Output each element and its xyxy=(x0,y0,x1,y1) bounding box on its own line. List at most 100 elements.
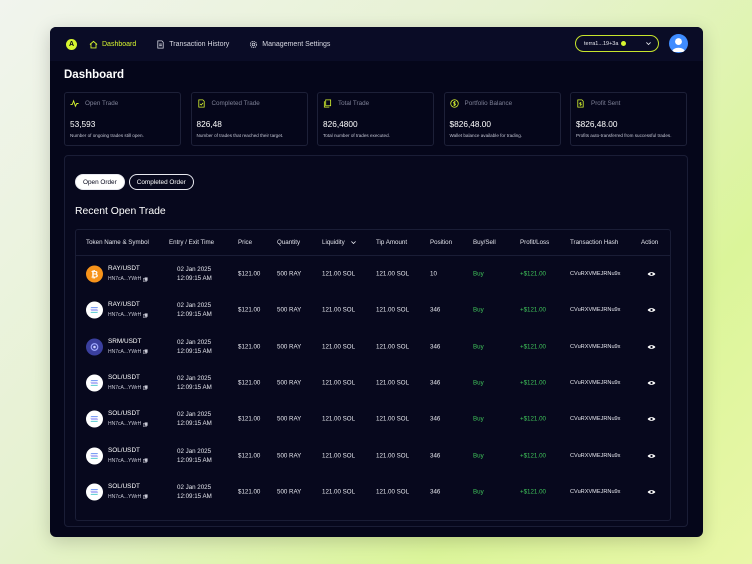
table-header: Token Name & Symbol Entry / Exit Time Pr… xyxy=(76,230,670,256)
copy-icon[interactable] xyxy=(143,313,148,318)
token-name: SOL/USDT xyxy=(108,446,140,454)
token-name: SRM/USDT xyxy=(108,337,142,345)
column-header-quantity[interactable]: Quantity xyxy=(277,239,301,246)
eye-icon[interactable] xyxy=(647,380,656,386)
card-title: Total Trade xyxy=(338,100,370,107)
price-cell: $121.00 xyxy=(238,488,261,496)
token-address-text: HN7cA...YWrH xyxy=(108,348,142,355)
column-header-time[interactable]: Entry / Exit Time xyxy=(169,239,215,246)
transaction-hash-cell: CVuRXVMEJRNu9x xyxy=(570,343,621,350)
section-title: Recent Open Trade xyxy=(75,206,166,217)
card-value: $826,48.00 xyxy=(576,119,618,129)
quantity-cell: 500 RAY xyxy=(277,306,302,314)
token-address-text: HN7cA...YWrH xyxy=(108,457,142,464)
price-cell: $121.00 xyxy=(238,415,261,423)
nav-item-label: Dashboard xyxy=(102,40,137,48)
serum-icon xyxy=(86,338,103,356)
gear-icon xyxy=(250,40,258,48)
copy-icon[interactable] xyxy=(143,276,148,282)
eye-icon[interactable] xyxy=(647,416,656,422)
trade-date: 02 Jan 2025 xyxy=(177,266,212,273)
eye-icon[interactable] xyxy=(647,489,656,495)
eye-icon[interactable] xyxy=(647,307,656,313)
tab-completed-order[interactable]: Completed Order xyxy=(128,174,194,190)
copy-icon[interactable] xyxy=(143,385,148,391)
copy-icon[interactable] xyxy=(143,494,148,500)
buy-sell-cell: Buy xyxy=(473,452,484,459)
eye-icon[interactable] xyxy=(647,453,656,459)
table-row[interactable]: SOL/USDT HN7cA...YWrH 02 Jan 2025 12:09:15 … xyxy=(76,438,670,474)
table-row[interactable]: SRM/USDT HN7cA...YWrH 02 Jan 2025 12:09:15 … xyxy=(76,329,670,365)
eye-icon[interactable] xyxy=(647,344,656,350)
tip-amount-cell: 121.00 SOL xyxy=(376,270,410,278)
trade-time: 12:09:15 AM xyxy=(177,420,212,428)
user-icon xyxy=(671,38,686,53)
trade-time: 12:09:15 AM xyxy=(177,275,212,282)
table-row[interactable]: ₿ RAY/USDT HN7cA...YWrH 02 Jan 2025 12:09:15… xyxy=(76,256,670,292)
column-header-liquidity[interactable]: Liquidity xyxy=(322,239,357,246)
table-row[interactable]: SOL/USDT HN7cA...YWrH 02 Jan 2025 12:09:15 … xyxy=(76,474,670,510)
app-logo[interactable]: A xyxy=(66,38,77,50)
page-title: Dashboard xyxy=(64,69,125,81)
token-address: HN7cA...YWrH xyxy=(108,349,148,355)
nav-item-dashboard[interactable]: Dashboard xyxy=(89,40,136,49)
token-address: HN7cA...YWrH xyxy=(108,458,148,464)
stat-card-portfolio-balance: Portfolio Balance $826,48.00 Wallet bala… xyxy=(443,92,561,146)
tip-amount-cell: 121.00 SOL xyxy=(376,488,410,496)
copy-icon[interactable] xyxy=(143,422,148,427)
column-header-position[interactable]: Position xyxy=(430,239,453,246)
file-check-icon xyxy=(197,99,205,108)
column-header-price[interactable]: Price xyxy=(238,239,253,246)
copy-icon[interactable] xyxy=(143,458,148,463)
quantity-cell: 500 RAY xyxy=(277,270,302,278)
card-title: Portfolio Balance xyxy=(464,100,513,107)
token-name: SOL/USDT xyxy=(108,373,140,381)
order-tabs: Open Order Completed Order xyxy=(75,174,198,190)
buy-sell-cell: Buy xyxy=(473,488,484,496)
position-cell: 346 xyxy=(430,343,441,351)
card-title: Open Trade xyxy=(85,100,119,107)
liquidity-cell: 121.00 SOL xyxy=(322,415,356,423)
column-header-token[interactable]: Token Name & Symbol xyxy=(86,239,149,246)
tip-amount-cell: 121.00 SOL xyxy=(376,343,410,351)
column-header-label: Liquidity xyxy=(322,239,345,246)
table-row[interactable]: RAY/USDT HN7cA...YWrH 02 Jan 2025 12:09:15 … xyxy=(76,292,670,328)
position-cell: 346 xyxy=(430,379,441,387)
trade-date: 02 Jan 2025 xyxy=(177,447,212,455)
tab-open-order[interactable]: Open Order xyxy=(75,174,125,190)
chevron-down-icon xyxy=(646,42,651,46)
card-title: Completed Trade xyxy=(211,100,260,107)
avatar[interactable] xyxy=(669,34,688,53)
table-row[interactable]: SOL/USDT HN7cA...YWrH 02 Jan 2025 12:09:15 … xyxy=(76,365,670,401)
token-name: SOL/USDT xyxy=(108,410,140,418)
bitcoin-icon: ₿ xyxy=(86,265,103,283)
column-header-profit[interactable]: Profit/Loss xyxy=(520,239,550,246)
token-address: HN7cA...YWrH xyxy=(108,276,148,282)
wallet-button[interactable]: terra1...19+3a xyxy=(575,35,659,52)
buy-sell-cell: Buy xyxy=(473,379,484,387)
column-header-tip[interactable]: Tip Amount xyxy=(376,239,408,246)
chevron-down-icon xyxy=(350,241,356,245)
price-cell: $121.00 xyxy=(238,270,261,278)
profit-loss-cell: +$121.00 xyxy=(520,488,546,496)
column-header-action[interactable]: Action xyxy=(641,239,659,246)
nav-item-management-settings[interactable]: Management Settings xyxy=(249,40,330,49)
solana-icon xyxy=(86,374,103,392)
transaction-hash-cell: CVuRXVMEJRNu9x xyxy=(570,452,621,459)
token-address-text: HN7cA...YWrH xyxy=(108,276,142,282)
tip-amount-cell: 121.00 SOL xyxy=(376,415,410,423)
table-row[interactable]: SOL/USDT HN7cA...YWrH 02 Jan 2025 12:09:15 … xyxy=(76,401,670,437)
card-value: 826,48 xyxy=(196,119,222,129)
position-cell: 346 xyxy=(430,488,441,496)
nav-item-transaction-history[interactable]: Transaction History xyxy=(156,39,229,49)
solana-icon xyxy=(86,410,103,428)
eye-icon[interactable] xyxy=(647,271,656,277)
trades-table: Token Name & Symbol Entry / Exit Time Pr… xyxy=(75,229,671,521)
position-cell: 346 xyxy=(430,452,441,459)
token-address-text: HN7cA...YWrH xyxy=(108,421,142,428)
copy-icon[interactable] xyxy=(143,349,148,354)
orders-panel: Open Order Completed Order Recent Open T… xyxy=(64,155,688,527)
column-header-side[interactable]: Buy/Sell xyxy=(473,239,496,246)
price-cell: $121.00 xyxy=(238,343,261,351)
column-header-hash[interactable]: Transaction Hash xyxy=(570,239,619,246)
